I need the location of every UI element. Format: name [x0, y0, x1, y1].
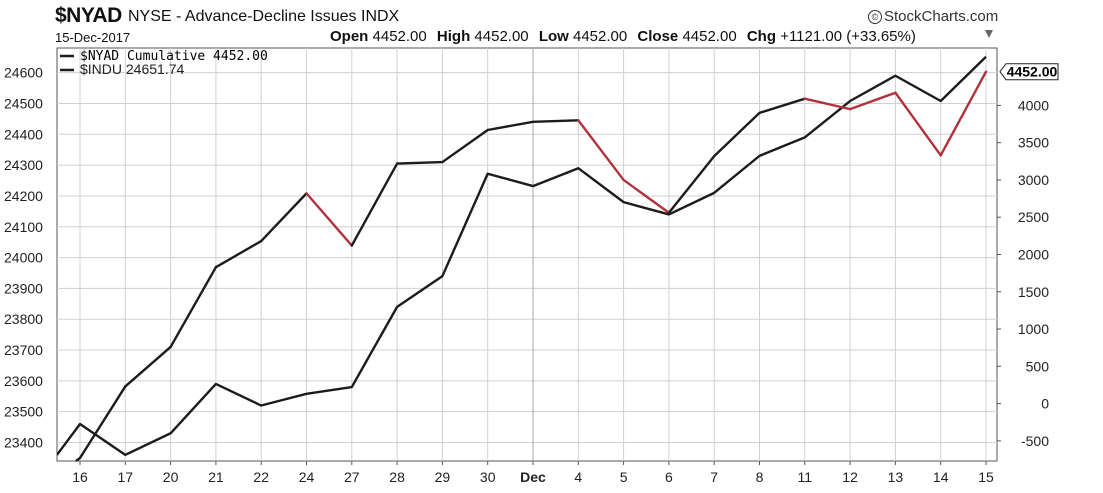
nyad-series-segment — [803, 97, 852, 111]
x-axis-tick-label: 8 — [756, 469, 764, 485]
x-axis-tick-label: 27 — [344, 469, 360, 485]
nyad-series-segment — [441, 128, 489, 164]
chg-value: +1121.00 (+33.65%) — [780, 28, 916, 45]
symbol-description: NYSE - Advance-Decline Issues INDX — [128, 8, 400, 25]
x-axis-tick-label: 4 — [574, 469, 582, 485]
x-axis-tick-label: 5 — [620, 469, 628, 485]
ohlc-summary: Open 4452.00 High 4452.00 Low 4452.00 Cl… — [330, 28, 922, 45]
chart-options-triangle-icon[interactable] — [985, 30, 993, 38]
x-axis-tick-label: 6 — [665, 469, 673, 485]
indu-series-line — [57, 55, 987, 457]
x-axis-tick-label: 13 — [888, 469, 904, 485]
left-axis-tick-label: 23700 — [4, 342, 43, 358]
nyad-series-segment — [260, 192, 308, 243]
nyad-series-segment — [486, 120, 535, 132]
x-axis-tick-label: 20 — [163, 469, 179, 485]
nyad-series-segment — [848, 91, 897, 111]
left-axis-tick-label: 23600 — [4, 373, 43, 389]
right-axis-tick-label: 1000 — [1018, 321, 1049, 337]
left-axis-tick-label: 24200 — [4, 188, 43, 204]
legend-label: $INDU 24651.74 — [80, 61, 185, 77]
copyright-icon: © — [868, 10, 882, 24]
x-axis-tick-label: 16 — [72, 469, 88, 485]
x-axis-tick-label: 28 — [389, 469, 405, 485]
left-axis-tick-label: 23900 — [4, 280, 43, 296]
right-axis-tick-label: 3000 — [1018, 172, 1049, 188]
nyad-series-segment — [395, 160, 444, 165]
left-axis-tick-label: 24000 — [4, 250, 43, 266]
high-value: 4452.00 — [474, 28, 529, 45]
low-value: 4452.00 — [573, 28, 628, 45]
x-axis-tick-label: 12 — [842, 469, 858, 485]
right-axis-tick-label: 4000 — [1018, 97, 1049, 113]
right-axis-tick-label: 500 — [1026, 358, 1050, 374]
left-axis-tick-label: 23500 — [4, 404, 43, 420]
nyad-series-segment — [305, 192, 353, 247]
left-axis-tick-label: 24100 — [4, 219, 43, 235]
x-axis-tick-label: 24 — [299, 469, 315, 485]
nyad-series-segment — [169, 265, 218, 349]
open-label: Open — [330, 28, 369, 45]
high-label: High — [436, 28, 471, 45]
nyad-series-segment — [350, 162, 399, 247]
right-axis-tick-label: 2500 — [1018, 209, 1049, 225]
left-axis-tick-label: 23400 — [4, 435, 43, 451]
x-axis-tick-label: 22 — [253, 469, 269, 485]
x-axis-tick-label: 14 — [933, 469, 949, 485]
nyad-series-segment — [622, 178, 671, 214]
nyad-series-segment — [758, 97, 806, 115]
right-axis-tick-label: 3500 — [1018, 135, 1049, 151]
left-axis-tick-label: 24500 — [4, 95, 43, 111]
x-axis-tick-label: 30 — [480, 469, 496, 485]
right-axis-tick-label: -500 — [1021, 433, 1049, 449]
nyad-series-segment — [894, 91, 942, 157]
open-value: 4452.00 — [372, 28, 427, 45]
nyad-series-segment — [78, 385, 127, 460]
left-axis-tick-label: 24400 — [4, 126, 43, 142]
left-axis-tick-label: 23800 — [4, 311, 43, 327]
x-axis-tick-label: Dec — [520, 469, 546, 485]
low-label: Low — [538, 28, 569, 45]
last-value-label: 4452.00 — [1007, 64, 1058, 80]
right-axis-tick-label: 2000 — [1018, 247, 1049, 263]
nyad-series-segment — [713, 111, 761, 158]
close-value: 4452.00 — [682, 28, 737, 45]
right-axis-tick-label: 1500 — [1018, 284, 1049, 300]
chg-label: Chg — [746, 28, 777, 45]
nyad-series-segment — [667, 154, 716, 214]
x-axis-tick-label: 11 — [798, 469, 813, 485]
chart-header: $NYAD NYSE - Advance-Decline Issues INDX… — [0, 0, 1103, 50]
nyad-series-segment — [124, 345, 172, 388]
nyad-series-segment — [531, 119, 580, 124]
chart-date: 15-Dec-2017 — [55, 30, 131, 45]
x-axis-tick-label: 7 — [710, 469, 718, 485]
last-value-flag — [999, 63, 1059, 81]
left-axis-tick-label: 24300 — [4, 157, 43, 173]
x-axis-tick-label: 15 — [978, 469, 994, 485]
plot-frame — [56, 47, 998, 462]
nyad-series-segment — [939, 70, 988, 157]
nyad-series-segment — [214, 239, 263, 269]
x-axis-tick-label: 21 — [208, 469, 224, 485]
close-label: Close — [637, 28, 679, 45]
symbol-title: $NYAD — [55, 4, 122, 27]
x-axis-tick-label: 17 — [118, 469, 134, 485]
nyad-series-segment — [577, 119, 625, 182]
brand-text: StockCharts.com — [884, 8, 999, 25]
right-axis-tick-label: 0 — [1041, 396, 1049, 412]
left-axis-tick-label: 24600 — [4, 65, 43, 81]
legend-label: $NYAD Cumulative 4452.00 — [80, 49, 268, 64]
stockcharts-logo[interactable]: © StockCharts.com — [868, 8, 998, 25]
x-axis-tick-label: 29 — [435, 469, 451, 485]
